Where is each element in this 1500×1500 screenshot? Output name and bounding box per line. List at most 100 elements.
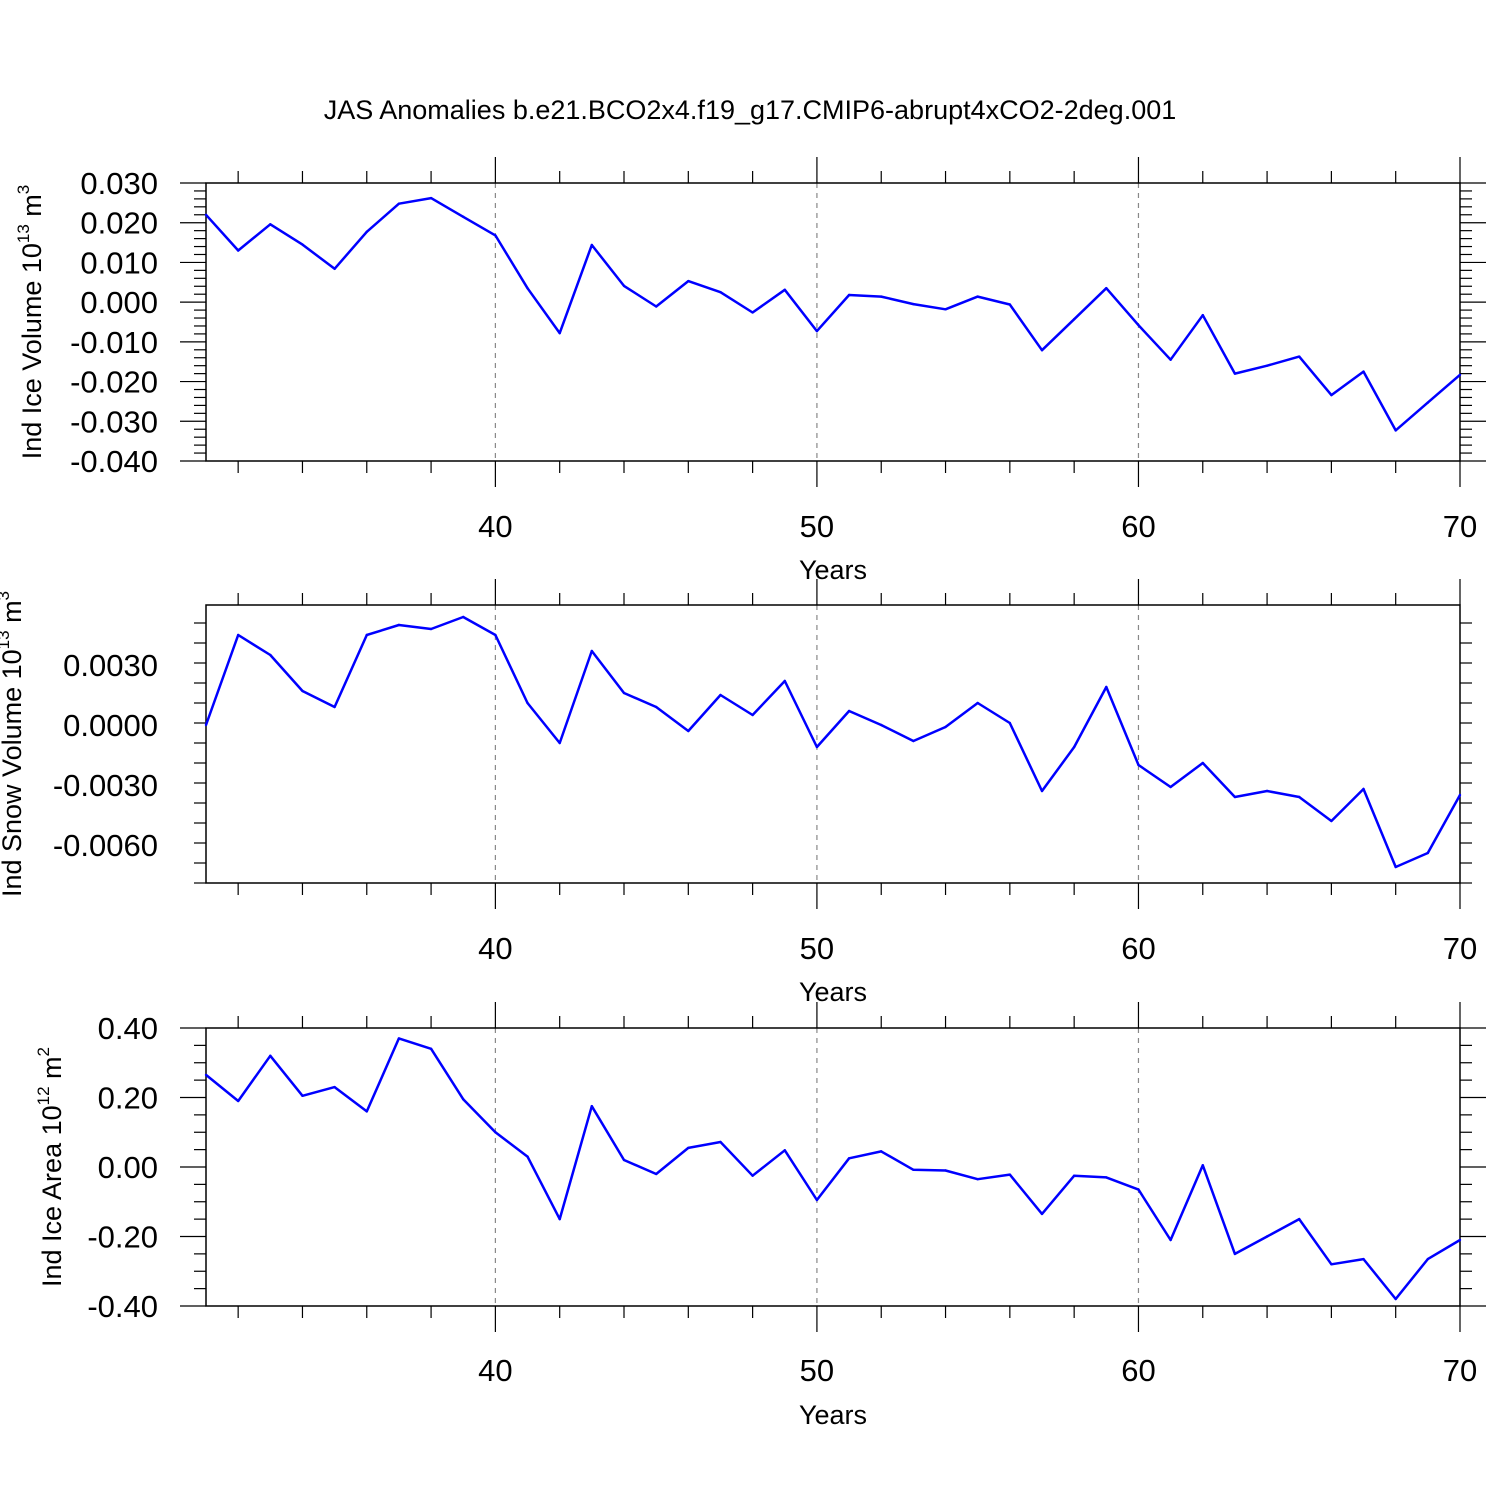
data-point <box>1426 1257 1430 1261</box>
data-point <box>1072 318 1076 321</box>
x-tick-label: 70 <box>1443 931 1477 966</box>
y-tick-label: 0.20 <box>98 1081 158 1116</box>
data-point <box>687 279 690 283</box>
panel-2: 0.0030 0.0000 -0.0030 -0.0060 40 50 60 70 Years I… <box>0 579 1477 1007</box>
series-line <box>204 615 1462 869</box>
data-point <box>880 1150 883 1153</box>
data-point <box>1394 429 1397 432</box>
data-point <box>622 1158 626 1162</box>
data-point <box>815 1198 819 1202</box>
x-tick-label: 60 <box>1121 1353 1155 1388</box>
data-point <box>236 1099 240 1103</box>
y-tick-label: -0.010 <box>70 325 158 360</box>
x-axis-label: Years <box>799 977 867 1007</box>
data-point <box>1233 1252 1237 1256</box>
data-point <box>1458 373 1462 377</box>
x-tick-label: 60 <box>1121 931 1155 966</box>
data-point <box>558 331 561 335</box>
y-tick-label: -0.40 <box>87 1289 158 1324</box>
data-point <box>1169 358 1172 361</box>
x-tick-label: 40 <box>478 509 512 544</box>
data-point <box>719 1140 722 1144</box>
data-point <box>719 291 722 294</box>
data-point <box>365 1110 368 1113</box>
data-point <box>1105 685 1108 689</box>
data-point <box>526 701 529 705</box>
y-tick-label: 0.40 <box>98 1011 158 1046</box>
x-tick-label: 40 <box>478 1353 512 1388</box>
y-axis-label: Ind Ice Volume 1013 m3 <box>14 185 47 460</box>
data-point <box>719 693 722 697</box>
data-point <box>654 705 658 709</box>
data-point <box>1201 1164 1204 1167</box>
data-point <box>429 627 433 631</box>
data-point <box>1201 314 1204 317</box>
data-point <box>204 1073 208 1077</box>
data-point <box>912 739 915 743</box>
data-point <box>1040 348 1044 352</box>
data-point <box>397 202 401 205</box>
x-tick-label: 40 <box>478 931 512 966</box>
data-point <box>1298 795 1301 799</box>
data-point <box>558 1217 561 1221</box>
y-tick-label: -0.20 <box>87 1220 158 1255</box>
data-point <box>1426 851 1430 855</box>
data-point <box>1330 1263 1333 1266</box>
data-point <box>1265 364 1269 367</box>
data-point <box>1362 370 1365 373</box>
data-point <box>944 725 947 729</box>
data-point <box>912 302 915 306</box>
y-tick-label: 0.0030 <box>63 648 158 683</box>
data-point <box>751 713 754 717</box>
data-point <box>365 633 368 637</box>
data-point <box>751 311 754 314</box>
data-point <box>494 1131 497 1134</box>
data-point <box>333 1085 336 1089</box>
data-point <box>1008 303 1012 306</box>
data-point <box>783 1149 786 1152</box>
y-tick-label: 0.030 <box>80 166 158 201</box>
data-point <box>494 234 497 237</box>
data-point <box>301 689 304 693</box>
data-point <box>880 295 883 298</box>
data-point <box>1298 355 1301 358</box>
y-tick-label: 0.020 <box>80 206 158 241</box>
data-point <box>944 308 947 311</box>
data-point <box>622 284 626 288</box>
data-point <box>783 679 786 683</box>
data-point <box>1137 763 1140 767</box>
data-point <box>1105 1176 1108 1179</box>
y-axis-label: Ind Ice Area 1012 m2 <box>34 1047 67 1287</box>
data-point <box>1040 789 1044 793</box>
chart-title: JAS Anomalies b.e21.BCO2x4.f19_g17.CMIP6… <box>324 95 1177 125</box>
data-point <box>1265 789 1269 793</box>
data-point <box>1137 1188 1140 1191</box>
y-tick-label: 0.0000 <box>63 708 158 743</box>
data-point <box>1008 1173 1012 1176</box>
data-point <box>847 709 851 713</box>
data-point <box>269 223 272 226</box>
data-point <box>429 1047 433 1051</box>
plot-frame <box>205 182 1461 462</box>
data-point <box>1394 1297 1397 1301</box>
data-point <box>526 1155 529 1158</box>
data-point <box>462 615 465 619</box>
data-point <box>847 293 851 297</box>
data-point <box>654 305 658 308</box>
data-point <box>204 213 208 216</box>
plot-frame <box>205 604 1461 884</box>
data-point <box>462 1098 465 1101</box>
x-axis-label: Years <box>799 1400 867 1430</box>
data-point <box>1169 1238 1172 1242</box>
data-point <box>365 230 368 234</box>
data-point <box>1040 1212 1044 1216</box>
data-point <box>1201 761 1204 765</box>
y-tick-label: 0.010 <box>80 245 158 280</box>
series-line <box>205 1037 1461 1301</box>
data-point <box>1330 393 1333 397</box>
y-tick-label: -0.0060 <box>53 828 158 863</box>
data-point <box>590 649 594 653</box>
y-tick-label: 0.000 <box>80 285 158 320</box>
data-point <box>1362 1257 1365 1261</box>
